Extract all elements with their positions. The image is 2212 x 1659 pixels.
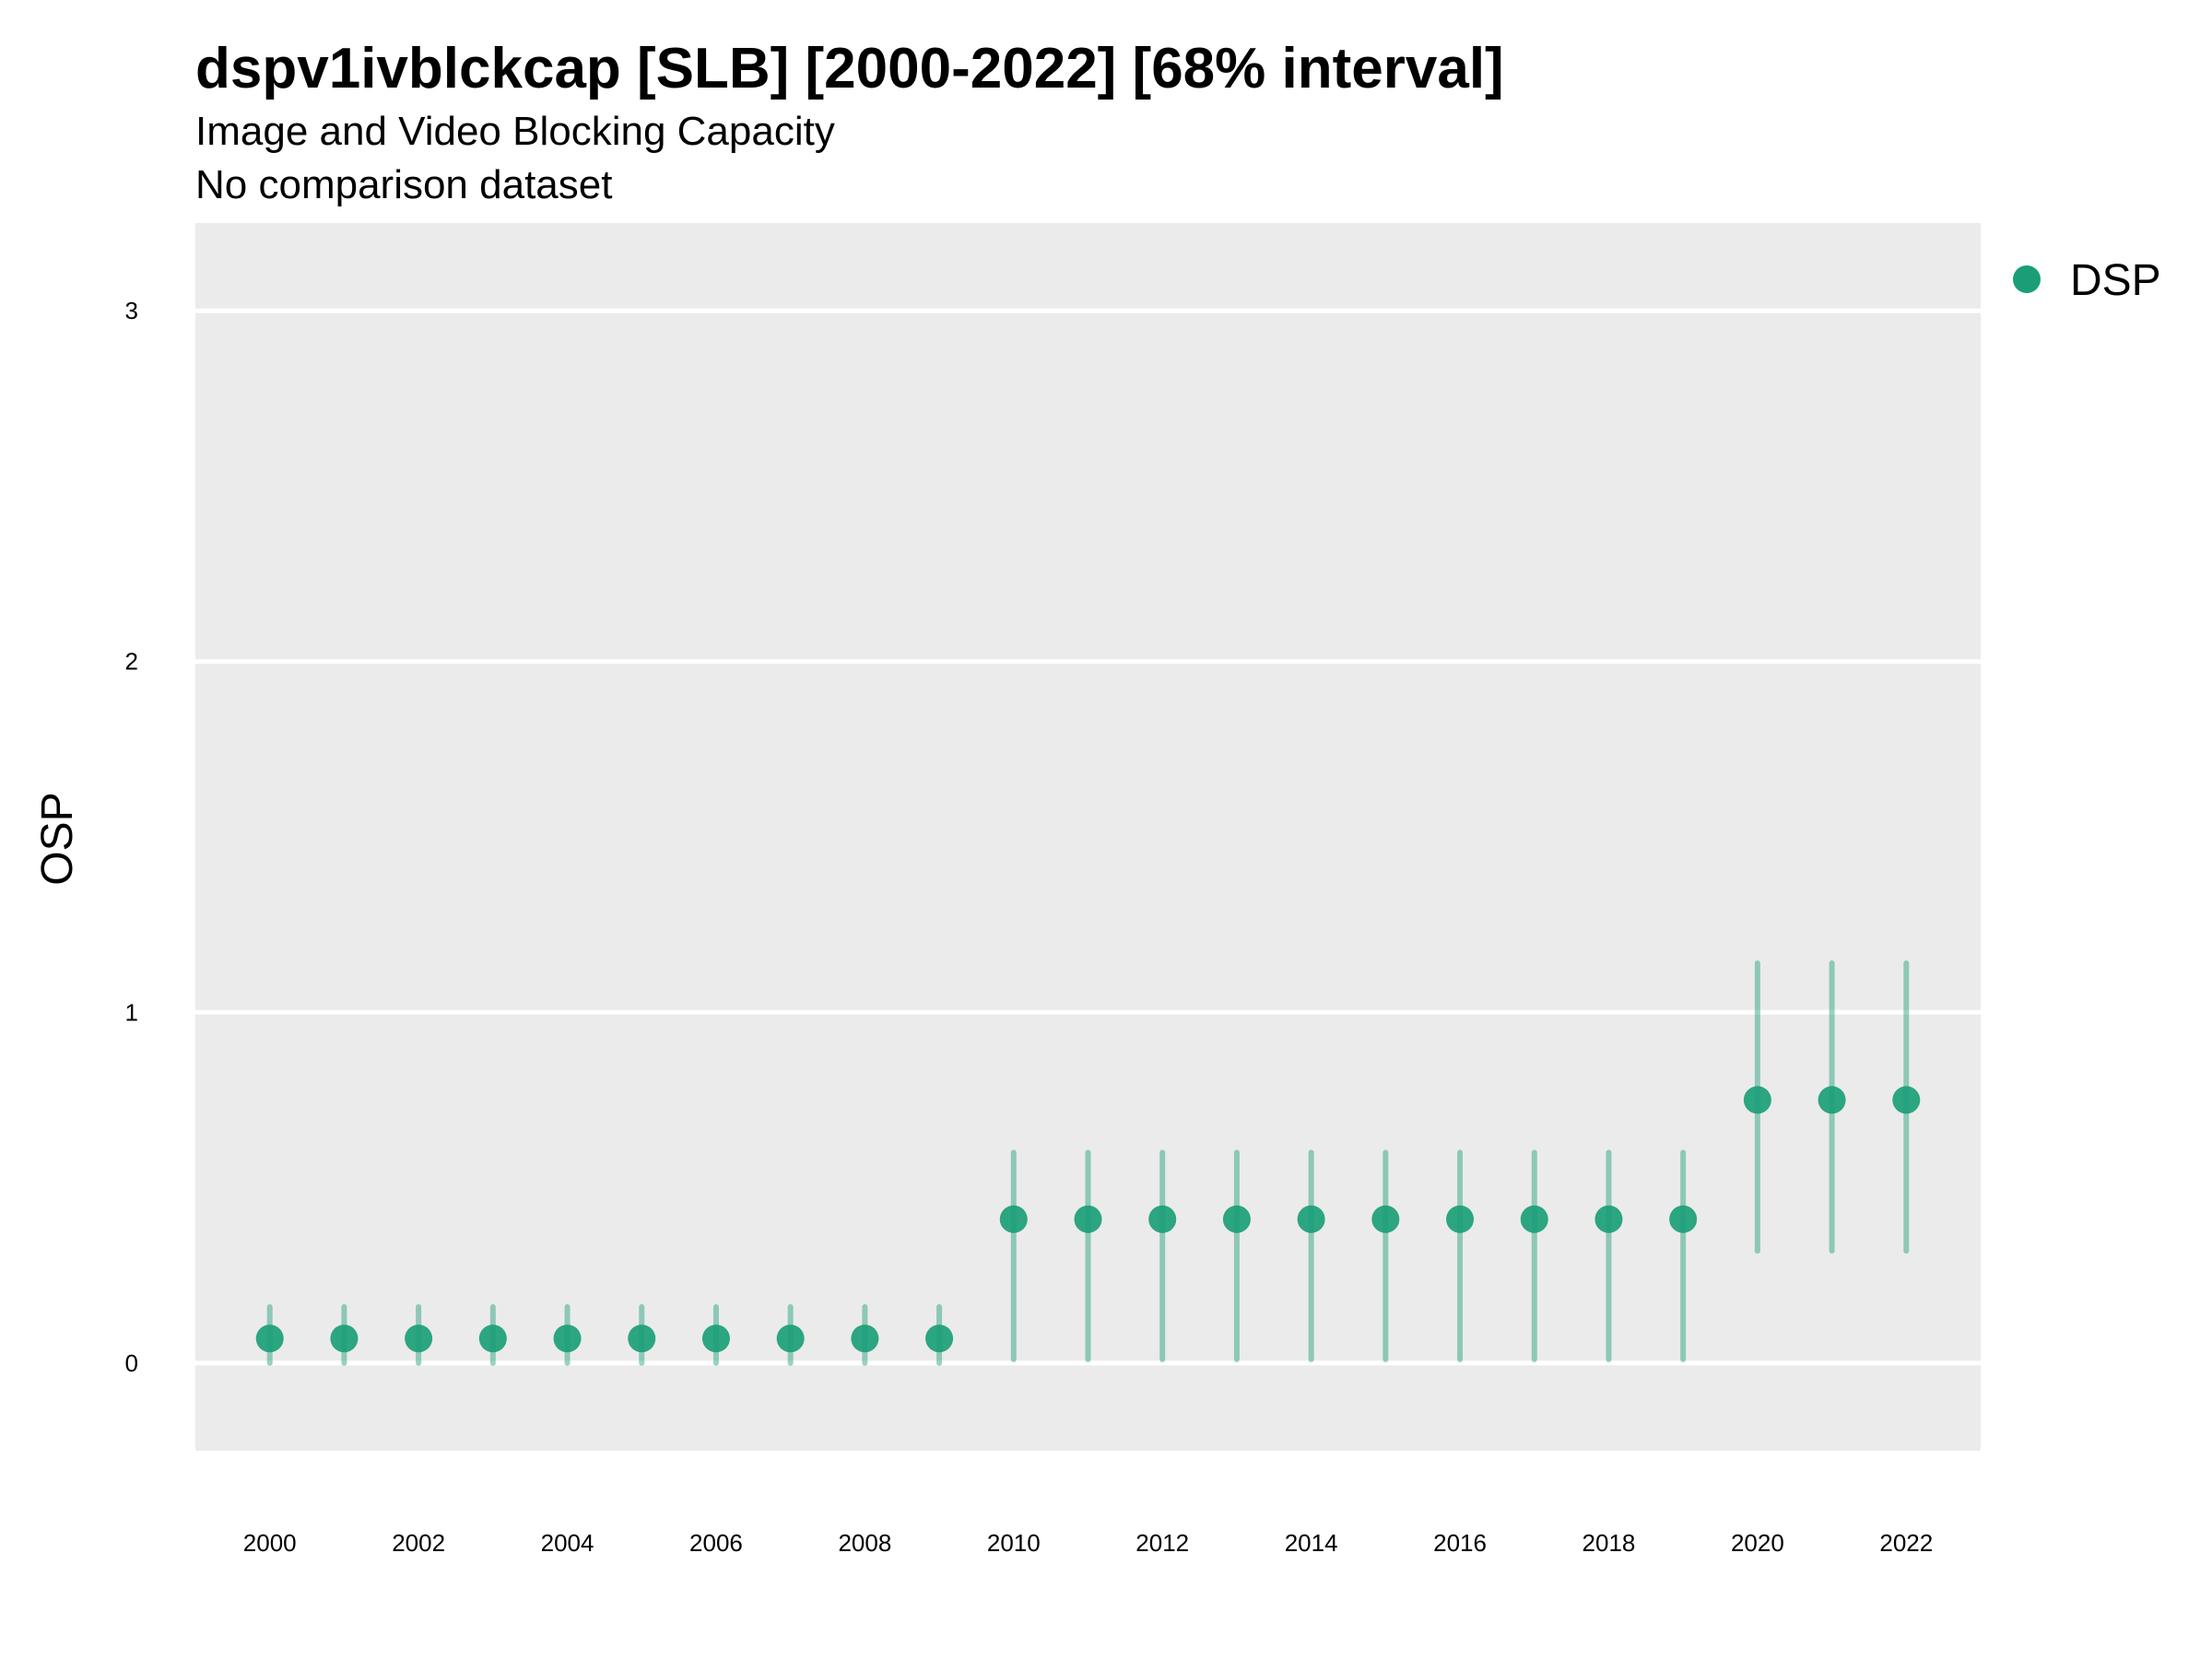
y-tick-label: 1 — [125, 998, 138, 1026]
data-point — [1074, 1205, 1102, 1233]
data-point — [405, 1324, 433, 1353]
x-tick-label: 2006 — [689, 1529, 743, 1557]
data-point — [1520, 1205, 1548, 1233]
data-point — [255, 1324, 284, 1353]
data-point — [925, 1324, 954, 1353]
data-point — [553, 1324, 582, 1353]
data-point — [1594, 1205, 1623, 1233]
data-point — [1297, 1205, 1325, 1233]
data-point — [478, 1324, 507, 1353]
x-tick-label: 2008 — [838, 1529, 891, 1557]
x-tick-label: 2022 — [1879, 1529, 1933, 1557]
x-tick-label: 2020 — [1731, 1529, 1784, 1557]
data-point — [1148, 1205, 1177, 1233]
x-tick-label: 2016 — [1433, 1529, 1487, 1557]
x-tick-label: 2018 — [1583, 1529, 1636, 1557]
data-point — [628, 1324, 656, 1353]
data-point — [1371, 1205, 1400, 1233]
x-tick-label: 2010 — [987, 1529, 1041, 1557]
data-point — [701, 1324, 730, 1353]
data-point — [1818, 1086, 1846, 1114]
x-tick-label: 2002 — [392, 1529, 445, 1557]
chart-subtitle: Image and Video Blocking Capacity — [195, 109, 835, 154]
y-axis-ticks: 0 1 2 3 — [125, 297, 138, 1377]
x-axis-ticks: 2000 2002 2004 2006 2008 2010 2012 2014 2016 2018… — [243, 1529, 1933, 1557]
data-point — [1892, 1086, 1921, 1114]
legend-label-dsp: DSP — [2070, 256, 2161, 305]
data-point — [851, 1324, 879, 1353]
y-tick-label: 2 — [125, 648, 138, 676]
plot-panel — [195, 223, 1981, 1451]
y-tick-label: 0 — [125, 1349, 138, 1377]
data-point — [1446, 1205, 1475, 1233]
chart-caption: No comparison dataset — [195, 162, 612, 207]
x-tick-label: 2004 — [541, 1529, 594, 1557]
data-points — [255, 1086, 1921, 1353]
x-tick-label: 2000 — [243, 1529, 297, 1557]
chart-title: dspv1ivblckcap [SLB] [2000-2022] [68% in… — [195, 37, 1504, 100]
y-axis-title: OSP — [33, 792, 82, 885]
legend: DSP — [2013, 256, 2161, 305]
data-point — [1222, 1205, 1251, 1233]
x-tick-label: 2012 — [1135, 1529, 1189, 1557]
data-point — [330, 1324, 359, 1353]
data-point — [776, 1324, 805, 1353]
y-tick-label: 3 — [125, 297, 138, 324]
gridlines — [195, 308, 1981, 1366]
legend-key-dsp — [2013, 265, 2041, 293]
data-point — [1743, 1086, 1771, 1114]
x-tick-label: 2014 — [1285, 1529, 1338, 1557]
data-point — [999, 1205, 1028, 1233]
data-point — [1669, 1205, 1698, 1233]
